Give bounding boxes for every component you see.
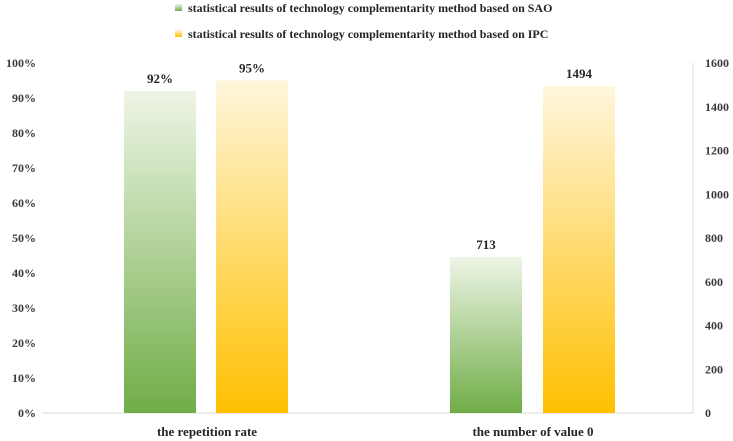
right-axis-tick-label: 0 bbox=[705, 406, 711, 420]
right-axis-tick-label: 400 bbox=[705, 319, 723, 333]
data-labels: 92% 95% 713 1494 bbox=[147, 61, 593, 253]
legend-label-sao: statistical results of technology comple… bbox=[188, 1, 552, 15]
data-label: 713 bbox=[476, 237, 496, 252]
bar-sao-0 bbox=[124, 91, 196, 413]
left-axis-tick-label: 100% bbox=[6, 56, 36, 70]
category-label: the repetition rate bbox=[157, 424, 257, 439]
right-axis-tick-label: 600 bbox=[705, 275, 723, 289]
bar-ipc-0 bbox=[216, 80, 288, 413]
data-label: 95% bbox=[239, 61, 265, 76]
right-axis-tick-label: 1400 bbox=[705, 100, 729, 114]
left-axis-tick-label: 30% bbox=[12, 301, 36, 315]
right-axis-tick-label: 1600 bbox=[705, 56, 729, 70]
right-axis-tick-label: 800 bbox=[705, 231, 723, 245]
legend: statistical results of technology comple… bbox=[175, 1, 552, 41]
data-label: 92% bbox=[147, 71, 173, 86]
legend-swatch-sao bbox=[175, 4, 182, 11]
left-axis-tick-label: 20% bbox=[12, 336, 36, 350]
right-axis-ticks: 0 200 400 600 800 1000 1200 1400 1600 bbox=[705, 56, 729, 420]
legend-swatch-ipc bbox=[175, 30, 182, 37]
left-axis-tick-label: 40% bbox=[12, 266, 36, 280]
legend-label-ipc: statistical results of technology comple… bbox=[188, 27, 548, 41]
right-axis-tick-label: 200 bbox=[705, 362, 723, 376]
data-label: 1494 bbox=[566, 66, 593, 81]
left-axis-tick-label: 10% bbox=[12, 371, 36, 385]
right-axis-tick-label: 1200 bbox=[705, 144, 729, 158]
bar-sao-1 bbox=[450, 257, 522, 413]
left-axis-tick-label: 50% bbox=[12, 231, 36, 245]
bar-ipc-1 bbox=[543, 86, 615, 413]
category-labels: the repetition rate the number of value 0 bbox=[157, 424, 594, 439]
left-axis-ticks: 0% 10% 20% 30% 40% 50% 60% 70% 80% 90% 100% bbox=[6, 56, 36, 420]
bars bbox=[124, 80, 615, 413]
left-axis-tick-label: 90% bbox=[12, 91, 36, 105]
left-axis-tick-label: 60% bbox=[12, 196, 36, 210]
left-axis-tick-label: 80% bbox=[12, 126, 36, 140]
category-label: the number of value 0 bbox=[472, 424, 593, 439]
left-axis-tick-label: 70% bbox=[12, 161, 36, 175]
right-axis-tick-label: 1000 bbox=[705, 187, 729, 201]
left-axis-tick-label: 0% bbox=[18, 406, 36, 420]
